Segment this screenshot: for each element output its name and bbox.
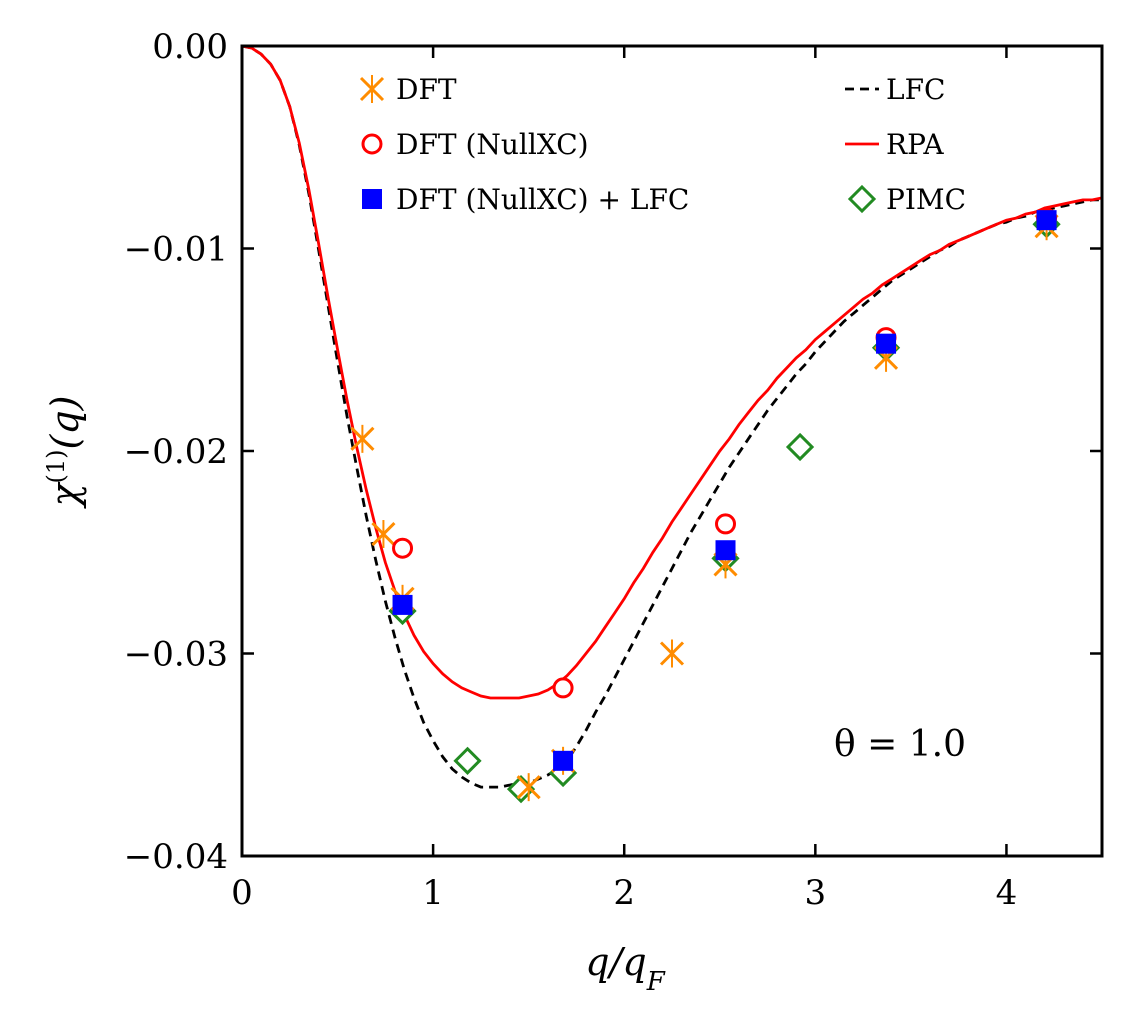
legend-label-dft: DFT <box>396 73 457 106</box>
legend: LFC RPA DFT DFT (NullXC) DFT (NullXC) + LFC P… <box>359 73 966 216</box>
legend-swatch-pimc <box>847 184 877 214</box>
legend-swatch-dft-nullxc-lfc <box>362 189 382 209</box>
legend-label-dft-nullxc-lfc: DFT (NullXC) + LFC <box>396 183 689 216</box>
legend-label-rpa: RPA <box>886 128 944 161</box>
point-dft-nullxc-lfc <box>715 540 736 561</box>
point-dft <box>371 520 396 549</box>
legend-label-dft-nullxc: DFT (NullXC) <box>396 128 589 161</box>
x-tick-label: 2 <box>613 873 635 913</box>
point-dft <box>516 773 541 802</box>
svg-text:χ(1)(q): χ(1)(q) <box>42 395 87 509</box>
annotation-theta: θ = 1.0 <box>834 724 966 765</box>
point-dft <box>350 424 375 453</box>
y-axis-label: χ(1)(q) <box>42 395 87 509</box>
series-line-rpa <box>241 44 1103 700</box>
y-tick-label: 0.00 <box>152 27 228 67</box>
point-dft-nullxc <box>392 537 414 559</box>
series-layer <box>241 44 1103 804</box>
x-tick-label: 1 <box>422 873 444 913</box>
point-dft-nullxc-lfc <box>392 594 413 615</box>
point-dft-nullxc-lfc <box>876 333 897 354</box>
x-tick-label: 3 <box>805 873 827 913</box>
y-tick-label: −0.01 <box>124 230 228 270</box>
point-pimc <box>453 746 482 775</box>
point-pimc <box>785 432 815 462</box>
point-dft <box>659 639 685 668</box>
svg-text:q/qF: q/qF <box>585 940 665 997</box>
legend-label-lfc: LFC <box>886 73 945 106</box>
point-dft-nullxc <box>715 513 737 535</box>
axes-layer: 0 1 2 3 4 0.00 −0.01 −0.02 −0.03 −0.04 <box>124 27 1102 913</box>
point-dft-nullxc-lfc <box>1036 210 1057 231</box>
legend-swatch-dft <box>359 75 385 103</box>
plot-frame <box>240 44 1104 858</box>
x-tick-label: 4 <box>996 873 1018 913</box>
y-tick-label: −0.02 <box>124 432 228 472</box>
point-dft-nullxc-lfc <box>553 750 574 771</box>
series-line-lfc <box>241 44 1102 789</box>
legend-swatch-dft-nullxc <box>361 133 383 155</box>
y-tick-label: −0.03 <box>124 635 228 675</box>
x-tick-label: 0 <box>231 873 253 913</box>
legend-label-pimc: PIMC <box>886 183 966 216</box>
x-axis-label: q/qF <box>585 940 665 997</box>
point-dft-nullxc <box>552 677 574 699</box>
y-tick-label: −0.04 <box>124 837 228 877</box>
